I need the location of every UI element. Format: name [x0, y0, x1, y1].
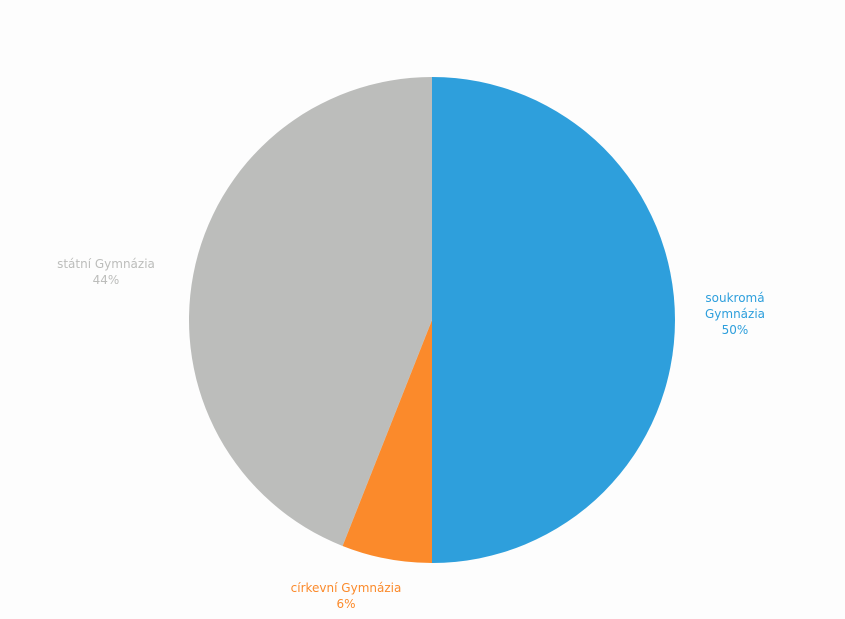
slice-label-text: soukromá	[705, 291, 765, 305]
slice-value-label: 44%	[92, 273, 120, 287]
slice-label-text: církevní Gymnázia	[290, 581, 402, 595]
slice-label-2: církevní Gymnázia 6%	[291, 580, 402, 612]
slice-label-1: soukromá Gymnázia 50%	[705, 290, 765, 338]
pie-slice-3	[188, 76, 432, 546]
slice-label-3: státní Gymnázia 44%	[57, 256, 155, 288]
pie-slice-2	[342, 320, 432, 563]
slice-value-label: 6%	[336, 597, 356, 611]
pie-slice-1	[432, 77, 675, 563]
slice-label-text: státní Gymnázia	[57, 257, 155, 271]
slice-value-label: 50%	[721, 323, 749, 337]
slice-label-text: Gymnázia	[704, 307, 766, 321]
